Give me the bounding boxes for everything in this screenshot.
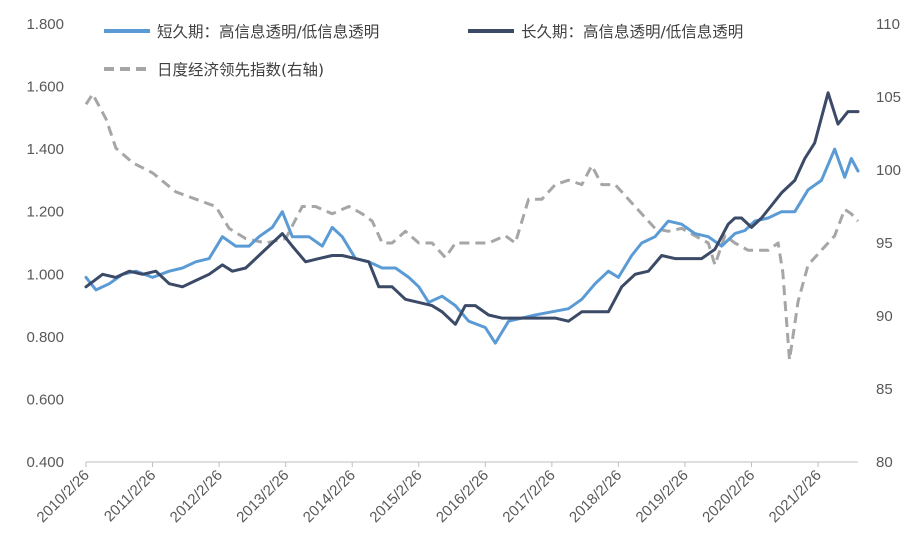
y-right-tick-label: 105 — [876, 89, 901, 106]
y-left-tick-label: 0.600 — [26, 391, 64, 408]
y-left-tick-label: 1.600 — [26, 79, 64, 96]
x-tick-label: 2010/2/26 — [34, 467, 93, 526]
y-right-tick-label: 110 — [876, 16, 900, 33]
x-tick-label: 2013/2/26 — [233, 467, 292, 526]
x-tick-label: 2018/2/26 — [566, 467, 625, 526]
legend-label-long-duration: 长久期：高信息透明/低信息透明 — [521, 23, 743, 41]
y-right-tick-label: 85 — [876, 381, 893, 398]
y-left-tick-label: 0.800 — [26, 329, 64, 346]
series-layer — [84, 91, 860, 362]
x-tick-label: 2012/2/26 — [167, 467, 226, 526]
x-tick-label: 2016/2/26 — [433, 467, 492, 526]
y-left-tick-label: 0.400 — [26, 454, 64, 471]
series-line-1 — [84, 91, 860, 326]
legend-item-short-duration: 短久期：高信息透明/低信息透明 — [104, 23, 379, 41]
x-tick-label: 2020/2/26 — [699, 467, 758, 526]
y-left-tick-label: 1.800 — [26, 16, 64, 33]
legend-label-leading-index: 日度经济领先指数(右轴) — [157, 61, 324, 79]
series-line-0 — [84, 147, 860, 345]
legend-label-short-duration: 短久期：高信息透明/低信息透明 — [157, 23, 379, 41]
legend-item-long-duration: 长久期：高信息透明/低信息透明 — [468, 23, 743, 41]
x-tick-label: 2014/2/26 — [300, 467, 359, 526]
x-tick-labels: 2010/2/26 2011/2/26 2012/2/26 2013/2/26 2014… — [34, 467, 825, 526]
y-right-tick-label: 100 — [876, 162, 901, 179]
y-left-tick-labels: 0.400 0.600 0.800 1.000 1.200 1.400 1.600 1.800 — [26, 16, 64, 471]
series-line-2 — [84, 92, 860, 362]
legend: 短久期：高信息透明/低信息透明 长久期：高信息透明/低信息透明 日度经济领先指数… — [104, 23, 743, 79]
y-right-tick-labels: 80 85 90 95 100 105 110 — [876, 16, 901, 471]
x-tick-label: 2021/2/26 — [766, 467, 825, 526]
legend-item-leading-index: 日度经济领先指数(右轴) — [104, 61, 324, 79]
y-left-tick-label: 1.200 — [26, 204, 64, 221]
y-left-tick-label: 1.400 — [26, 141, 64, 158]
x-tick-label: 2015/2/26 — [366, 467, 425, 526]
y-right-tick-label: 90 — [876, 308, 893, 325]
x-tick-label: 2017/2/26 — [499, 467, 558, 526]
x-tick-label: 2019/2/26 — [633, 467, 692, 526]
x-tick-marks — [85, 462, 819, 467]
x-tick-label: 2011/2/26 — [101, 467, 159, 525]
y-right-tick-label: 80 — [876, 454, 893, 471]
y-right-tick-label: 95 — [876, 235, 893, 252]
y-left-tick-label: 1.000 — [26, 266, 64, 283]
